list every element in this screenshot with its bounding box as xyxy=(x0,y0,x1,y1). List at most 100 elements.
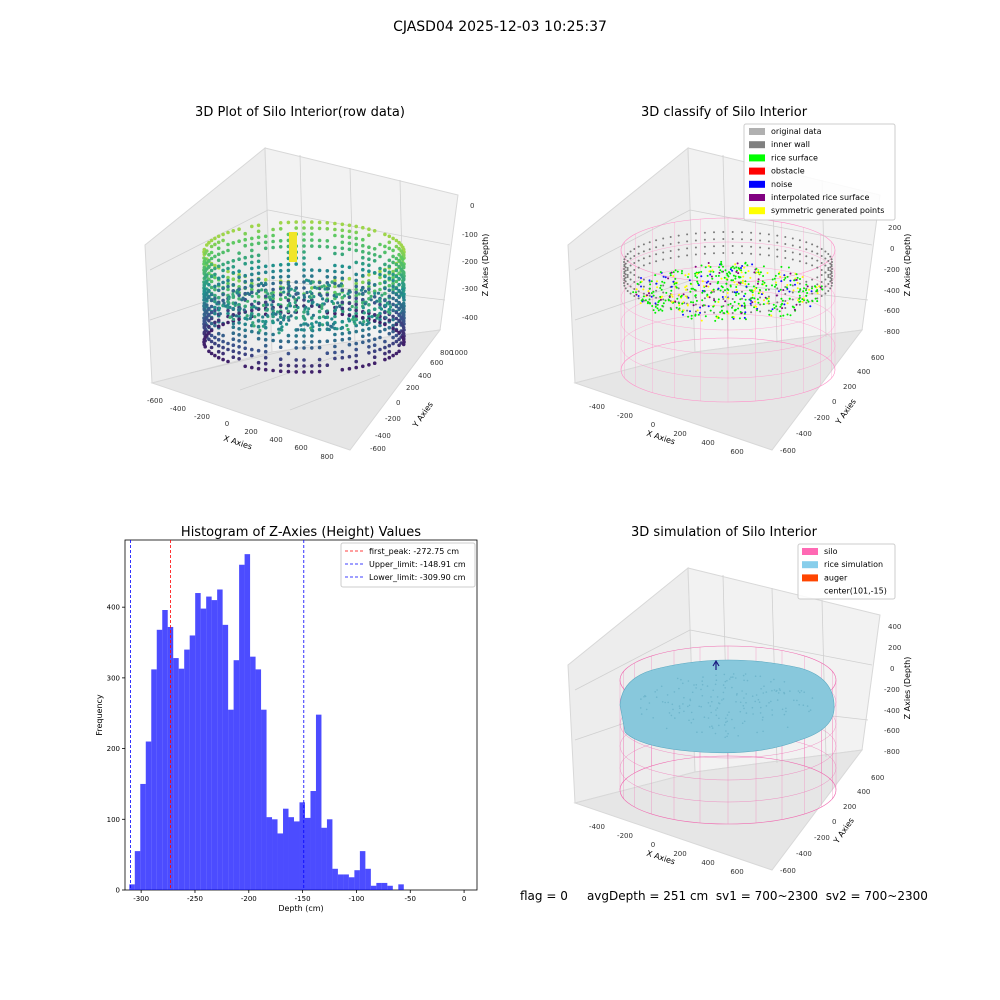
point-marker xyxy=(744,280,747,283)
point-marker xyxy=(278,239,283,243)
surface-point xyxy=(682,703,684,705)
point-marker xyxy=(333,233,337,238)
point-marker xyxy=(209,321,214,326)
point-marker xyxy=(337,292,342,296)
point-marker xyxy=(354,293,359,298)
point-marker xyxy=(391,326,395,331)
point-marker xyxy=(749,302,752,305)
y-tick: 200 xyxy=(843,803,856,811)
point-marker xyxy=(213,275,217,280)
point-marker xyxy=(713,238,715,241)
point-marker xyxy=(256,283,261,288)
point-marker xyxy=(662,298,665,301)
point-marker xyxy=(347,342,352,347)
point-marker xyxy=(207,294,211,299)
point-marker xyxy=(786,275,789,278)
point-marker xyxy=(397,240,401,245)
surface-point xyxy=(710,711,712,714)
point-marker xyxy=(354,359,359,364)
point-marker xyxy=(383,310,387,315)
surface-point xyxy=(741,690,743,692)
point-marker xyxy=(221,345,225,350)
point-marker xyxy=(372,361,377,366)
point-marker xyxy=(325,227,330,231)
point-marker xyxy=(268,295,272,299)
point-marker xyxy=(361,273,365,278)
point-marker xyxy=(791,291,794,294)
point-marker xyxy=(278,245,283,249)
point-marker xyxy=(722,252,725,254)
point-marker xyxy=(304,322,308,326)
point-marker xyxy=(387,258,392,263)
point-marker xyxy=(724,289,726,292)
point-marker xyxy=(261,303,266,307)
y-tick: -200 xyxy=(814,834,830,842)
point-marker xyxy=(831,282,833,284)
surface-point xyxy=(811,697,814,699)
point-marker xyxy=(383,280,387,285)
panel-raw-data: 3D Plot of Silo Interior(row data) -600 … xyxy=(144,105,490,461)
point-marker xyxy=(671,295,674,298)
point-marker xyxy=(391,236,395,241)
point-marker xyxy=(791,237,794,240)
point-marker xyxy=(637,245,640,248)
histogram-bar xyxy=(156,629,163,890)
point-marker xyxy=(207,282,211,287)
point-marker xyxy=(719,269,722,272)
point-marker xyxy=(367,281,371,286)
point-marker xyxy=(310,322,314,326)
point-marker xyxy=(749,289,751,292)
point-marker xyxy=(263,281,268,285)
point-marker xyxy=(750,311,753,314)
legend-swatch xyxy=(749,194,765,201)
y-tick: -600 xyxy=(370,445,386,453)
histogram-bar xyxy=(228,709,234,890)
point-marker xyxy=(762,303,765,306)
point-marker xyxy=(664,276,667,279)
point-marker xyxy=(387,276,392,281)
point-marker xyxy=(209,298,214,303)
point-marker xyxy=(811,287,813,290)
point-marker xyxy=(271,269,275,274)
point-marker xyxy=(397,318,401,323)
point-marker xyxy=(729,272,732,275)
point-marker xyxy=(263,240,268,245)
point-marker xyxy=(226,284,230,289)
point-marker xyxy=(237,269,241,274)
legend-swatch xyxy=(802,574,818,582)
point-marker xyxy=(271,275,275,280)
point-marker xyxy=(334,305,339,309)
point-marker xyxy=(811,257,814,260)
point-marker xyxy=(726,311,729,313)
point-marker xyxy=(339,326,343,331)
point-marker xyxy=(694,265,697,268)
point-marker xyxy=(701,289,704,292)
point-marker xyxy=(333,251,337,256)
point-marker xyxy=(700,275,703,278)
point-marker xyxy=(302,244,306,248)
point-marker xyxy=(203,323,207,328)
surface-point xyxy=(763,685,765,687)
surface-point xyxy=(691,691,694,694)
point-marker xyxy=(302,358,306,362)
point-marker xyxy=(310,340,314,344)
point-marker xyxy=(362,320,366,324)
point-marker xyxy=(703,245,706,248)
point-marker xyxy=(401,331,406,336)
point-marker xyxy=(378,275,382,280)
point-marker xyxy=(317,268,322,273)
point-marker xyxy=(367,287,371,292)
point-marker xyxy=(791,244,794,247)
point-marker xyxy=(786,287,789,290)
point-marker xyxy=(758,291,761,294)
point-marker xyxy=(335,292,339,296)
z-tick: 0 xyxy=(890,665,894,673)
point-marker xyxy=(354,290,359,295)
point-marker xyxy=(268,298,273,302)
surface-point xyxy=(674,717,676,719)
point-marker xyxy=(209,279,214,284)
point-marker xyxy=(278,357,283,362)
point-marker xyxy=(394,339,399,344)
point-marker xyxy=(721,318,724,321)
surface-point xyxy=(716,696,719,698)
